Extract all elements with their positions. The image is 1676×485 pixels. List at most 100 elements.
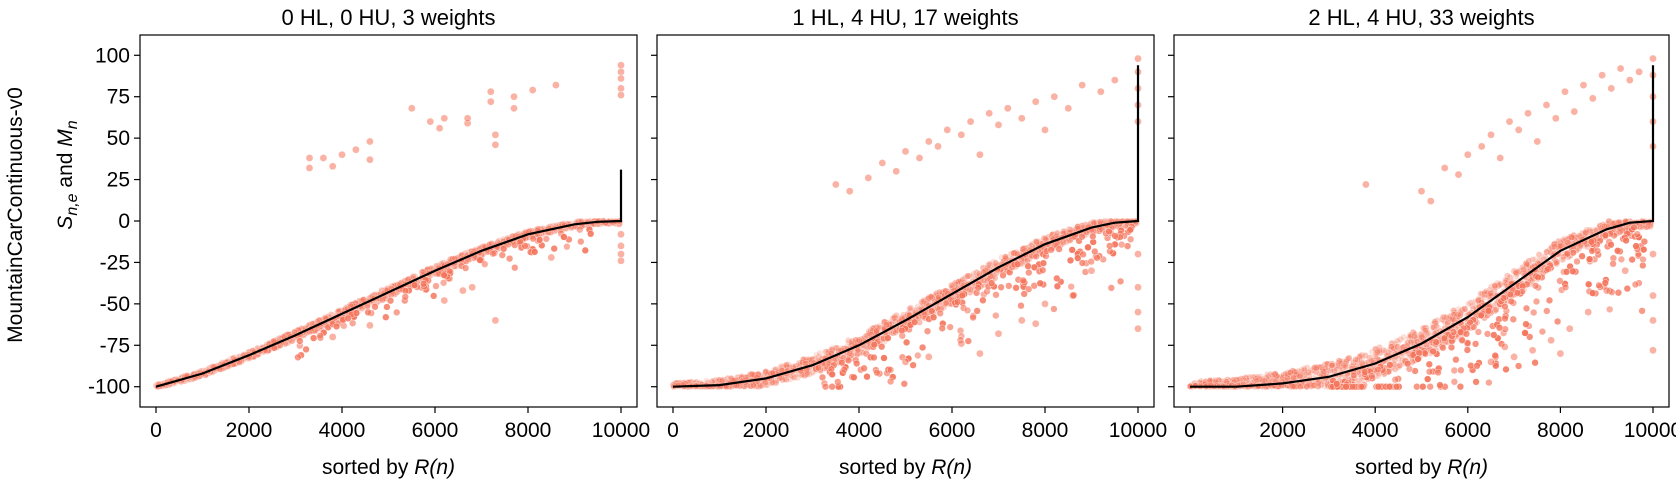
low-point	[1055, 245, 1063, 253]
x-axis-label: sorted by R(n)	[1355, 456, 1488, 479]
outlier-point	[338, 150, 346, 159]
band-point	[1564, 239, 1572, 247]
low-point	[542, 235, 550, 243]
x-tick-label: 0	[667, 419, 679, 442]
outlier-point	[440, 296, 449, 305]
low-point	[1342, 383, 1350, 391]
band-point	[1345, 354, 1353, 362]
low-point	[1053, 274, 1061, 283]
outlier-point	[1649, 250, 1657, 258]
xlabel-var: R(n)	[1447, 456, 1488, 479]
low-point	[1439, 344, 1447, 352]
outlier-point	[459, 286, 467, 295]
low-point	[1457, 366, 1465, 374]
low-point	[987, 279, 996, 287]
outlier-point	[1649, 346, 1657, 355]
low-point	[1091, 247, 1099, 256]
x-axis-label: sorted by R(n)	[322, 456, 455, 479]
low-point	[1466, 319, 1474, 327]
low-point	[850, 373, 858, 382]
low-point	[1403, 360, 1412, 368]
band-point	[1296, 372, 1304, 380]
outlier-point	[366, 155, 374, 164]
low-point	[1501, 303, 1509, 311]
outlier-point	[463, 114, 472, 123]
low-point	[863, 373, 871, 381]
y-tick-label: 25	[107, 169, 130, 192]
y-tick-label: -100	[88, 376, 130, 399]
outlier-point	[486, 97, 495, 106]
x-tick-label: 2000	[743, 419, 790, 442]
band-point	[1512, 268, 1520, 276]
outlier-point	[440, 114, 449, 123]
outlier-point	[1018, 114, 1026, 123]
outlier-point	[468, 283, 477, 292]
band-point	[1491, 282, 1499, 289]
outlier-point	[878, 159, 887, 167]
band-point	[1090, 219, 1098, 227]
band-point	[1531, 256, 1539, 263]
low-point	[1425, 368, 1434, 376]
low-point	[1485, 379, 1493, 387]
low-point	[371, 303, 379, 311]
low-point	[886, 366, 895, 374]
low-point	[900, 380, 908, 388]
low-point	[1513, 289, 1522, 297]
low-point	[1467, 362, 1475, 370]
low-point	[1471, 340, 1480, 348]
low-point	[1490, 331, 1498, 339]
low-point	[1606, 305, 1614, 314]
low-point	[1545, 296, 1554, 305]
low-point	[1447, 343, 1456, 352]
outlier-point	[1134, 250, 1142, 258]
outlier-point	[1565, 324, 1574, 333]
outlier-point	[1031, 97, 1040, 106]
band-point	[1400, 333, 1408, 341]
low-point	[1419, 383, 1427, 391]
outlier-point	[925, 137, 933, 146]
outlier-point	[1064, 104, 1073, 113]
outlier-point	[1087, 266, 1096, 275]
low-point	[1047, 246, 1055, 254]
low-point	[1079, 250, 1087, 259]
low-point	[1413, 383, 1421, 391]
outlier-point	[328, 162, 337, 171]
low-point	[929, 313, 938, 321]
outlier-point	[352, 145, 360, 154]
low-point	[1499, 294, 1508, 302]
band-point	[906, 305, 914, 312]
outlier-point	[1602, 286, 1611, 295]
low-point	[340, 322, 348, 330]
band-point	[969, 272, 977, 279]
low-point	[511, 264, 519, 272]
low-point	[1118, 241, 1126, 249]
low-point	[1414, 355, 1422, 363]
band-point	[1261, 377, 1269, 384]
y-tick-label: 75	[107, 86, 130, 109]
low-point	[576, 226, 584, 234]
low-point	[294, 353, 302, 361]
low-point	[914, 351, 922, 360]
y-tick-label: 100	[95, 44, 130, 67]
low-point	[1391, 376, 1399, 384]
low-point	[401, 293, 409, 301]
low-point	[364, 308, 372, 317]
outlier-point	[1050, 92, 1059, 101]
low-point	[938, 324, 946, 332]
outlier-point	[901, 358, 910, 366]
low-point	[1039, 259, 1048, 267]
low-point	[1032, 252, 1040, 260]
low-point	[1078, 259, 1087, 267]
low-point	[1050, 305, 1058, 313]
low-point	[1601, 279, 1609, 287]
low-point	[1019, 276, 1027, 285]
xlabel-text: sorted by	[322, 456, 414, 479]
x-tick-label: 10000	[592, 419, 650, 442]
low-point	[529, 235, 537, 243]
low-point	[1609, 260, 1617, 268]
low-point	[1585, 280, 1593, 288]
band-point	[1290, 374, 1297, 382]
low-point	[587, 230, 595, 238]
